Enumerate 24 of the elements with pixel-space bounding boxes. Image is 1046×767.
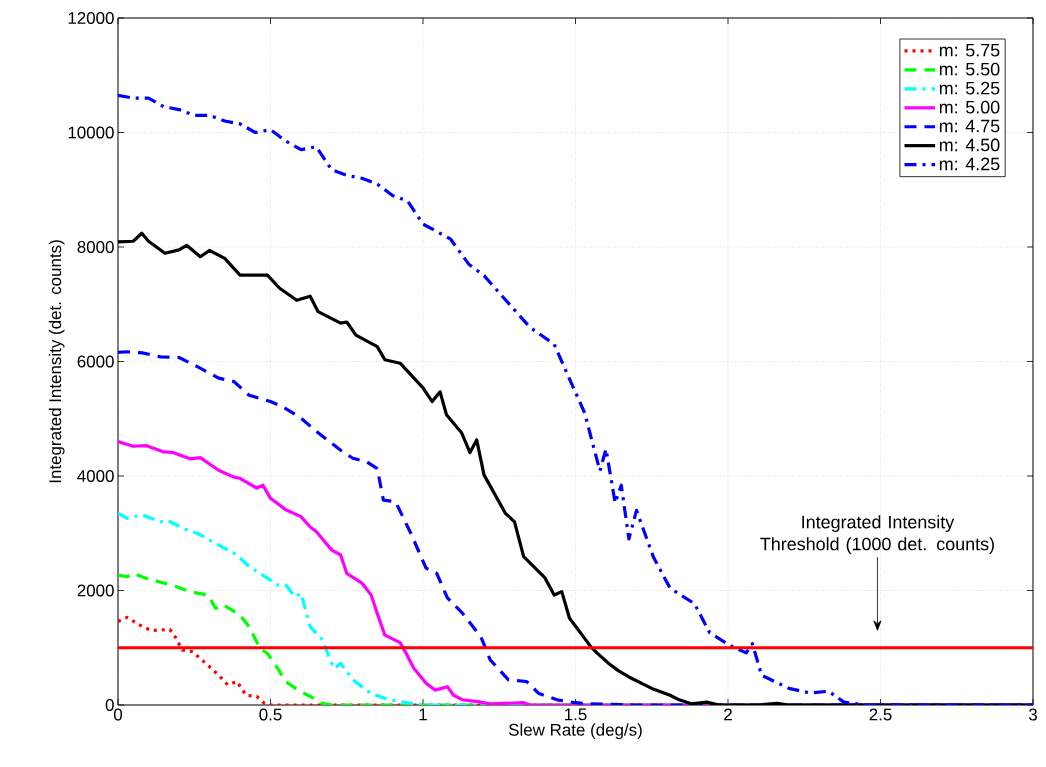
legend-label: m: 4.25 — [939, 157, 1000, 171]
x-tick-label: 2.5 — [869, 708, 892, 721]
legend-label: m: 4.75 — [939, 119, 1000, 133]
y-tick-label: 12000 — [68, 11, 114, 24]
x-tick-label: 1.5 — [565, 708, 587, 721]
legend-label: m: 5.00 — [939, 100, 1000, 114]
legend-label: m: 5.75 — [939, 43, 1000, 57]
y-axis-title: Integrated Intensity (det. counts) — [48, 240, 65, 483]
y-tick-label: 0 — [105, 699, 114, 711]
x-axis-title: Slew Rate (deg/s) — [508, 723, 642, 740]
x-tick-label: 3 — [1028, 708, 1037, 721]
x-tick-label: 0.5 — [259, 708, 282, 721]
y-tick-label: 8000 — [77, 241, 114, 253]
legend-label: m: 5.25 — [939, 81, 1000, 95]
x-tick-label: 1 — [419, 708, 427, 721]
annotation: Integrated Intensity Threshold (1000 det. counts) — [760, 515, 994, 554]
y-tick-label: 4000 — [77, 470, 114, 482]
x-tick-label: 0 — [113, 708, 123, 721]
y-tick-label: 10000 — [68, 126, 114, 139]
x-tick-label: 2 — [724, 708, 732, 721]
legend-label: m: 5.50 — [939, 62, 1000, 76]
legend-label: m: 4.50 — [939, 138, 1000, 152]
y-tick-label: 6000 — [77, 355, 114, 368]
y-tick-label: 2000 — [77, 584, 114, 597]
